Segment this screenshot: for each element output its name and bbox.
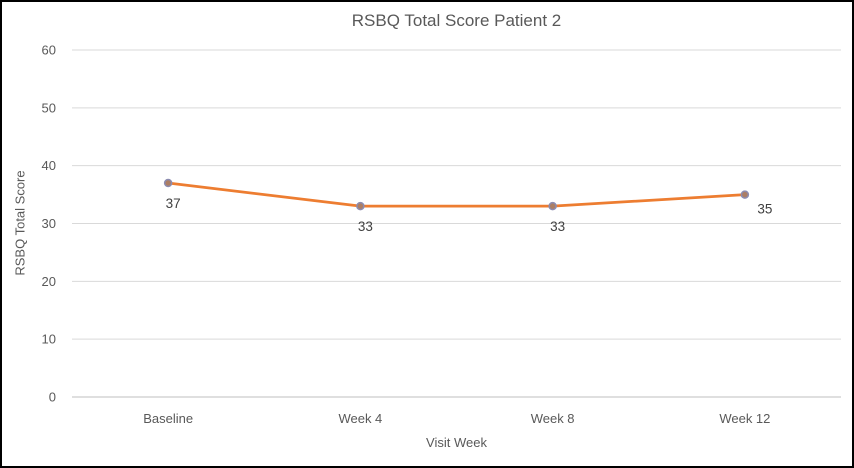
- x-tick-label: Week 12: [719, 411, 770, 426]
- data-point-label: 33: [550, 219, 565, 234]
- data-point-label: 37: [166, 196, 181, 211]
- y-tick-label: 50: [42, 100, 56, 115]
- y-tick-label: 0: [49, 390, 56, 405]
- data-point-marker: [356, 201, 365, 211]
- data-point-marker: [548, 201, 557, 211]
- y-tick-label: 10: [42, 332, 56, 347]
- data-point-label: 35: [757, 202, 772, 217]
- y-tick-label: 20: [42, 274, 56, 289]
- data-point-marker: [740, 190, 750, 199]
- data-point-label: 33: [358, 219, 373, 234]
- y-tick-label: 40: [42, 158, 56, 173]
- y-tick-label: 30: [42, 216, 56, 231]
- chart-title: RSBQ Total Score Patient 2: [351, 11, 562, 30]
- y-tick-label: 60: [42, 43, 56, 58]
- x-axis-title: Visit Week: [426, 435, 487, 450]
- series-line: [166, 181, 747, 208]
- x-tick-label: Week 8: [531, 411, 575, 426]
- data-point-marker: [163, 178, 173, 188]
- x-tick-label: Baseline: [143, 411, 193, 426]
- x-tick-label: Week 4: [338, 411, 382, 426]
